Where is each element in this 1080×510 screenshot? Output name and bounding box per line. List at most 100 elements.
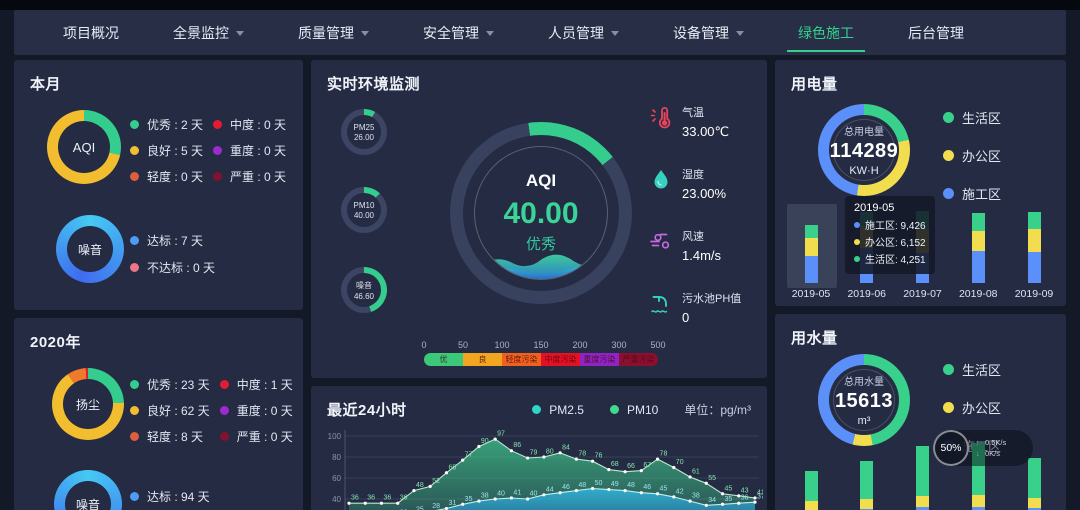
- bar-column-1[interactable]: [791, 436, 831, 510]
- legend-item[interactable]: 轻度 : 0 天: [130, 168, 203, 185]
- legend-item[interactable]: 中度 : 1 天: [219, 376, 293, 393]
- donut-center-label: 噪音: [75, 497, 100, 510]
- legend-item[interactable]: 生活区: [943, 360, 1001, 379]
- legend-label: 办公区: 6,152: [865, 238, 926, 249]
- scale-segment: 轻度污染: [502, 353, 541, 366]
- svg-text:68: 68: [611, 461, 619, 468]
- legend-item[interactable]: 轻度 : 8 天: [130, 428, 210, 445]
- stacked-bar[interactable]: [804, 225, 818, 283]
- stacked-bar[interactable]: [804, 471, 818, 510]
- stacked-bar[interactable]: [916, 446, 929, 510]
- svg-text:28: 28: [432, 503, 440, 510]
- metric-label: 气温: [682, 107, 704, 119]
- legend-item[interactable]: 办公区: [943, 398, 1001, 417]
- legend-item[interactable]: 不达标 : 0 天: [130, 259, 215, 276]
- legend-label: 轻度 : 8 天: [147, 430, 204, 444]
- nav-item-5[interactable]: 人员管理: [521, 10, 646, 55]
- legend-label: 优秀 : 23 天: [147, 378, 210, 392]
- legend-item[interactable]: 生活区: 4,251: [854, 251, 926, 266]
- legend-item[interactable]: 生活区: [943, 108, 1001, 127]
- legend-item[interactable]: 优秀 : 2 天: [130, 116, 203, 133]
- bar-column-1[interactable]: 2019-05: [791, 204, 831, 300]
- nav-item-6[interactable]: 设备管理: [646, 10, 771, 55]
- legend-dot-icon: [943, 188, 954, 199]
- nav-item-4[interactable]: 安全管理: [396, 10, 521, 55]
- electricity-donut-chart[interactable]: 总用电量 114289 KW·H: [818, 104, 910, 196]
- legend-label: 重度 : 0 天: [236, 404, 293, 418]
- metric-label: 湿度: [682, 169, 704, 181]
- stacked-bar[interactable]: [1027, 458, 1041, 510]
- bar-column-5[interactable]: [1014, 436, 1054, 510]
- bar-segment-办公区: [916, 496, 929, 507]
- nav-item-7[interactable]: 绿色施工: [771, 10, 881, 55]
- aqi-gauge-chart[interactable]: AQI 40.00 优秀: [450, 122, 632, 304]
- metric-2: 湿度 23.00%: [649, 166, 764, 201]
- metric-label: 污水池PH值: [682, 293, 742, 305]
- legend-dot-icon: [219, 380, 229, 389]
- legend-item[interactable]: 重度 : 0 天: [213, 142, 286, 159]
- mini-donut-PM25[interactable]: PM25 26.00: [341, 109, 387, 155]
- legend-item[interactable]: PM2.5: [532, 403, 584, 417]
- aqi-month-donut-chart[interactable]: AQI: [47, 110, 121, 184]
- mini-donut-PM10[interactable]: PM10 40.00: [341, 187, 387, 233]
- noise-year-donut-chart[interactable]: 噪音: [54, 470, 122, 510]
- gauge-title: AQI: [525, 171, 557, 190]
- legend-item[interactable]: 中度 : 0 天: [213, 116, 286, 133]
- bar-segment-生活区: [1027, 458, 1041, 498]
- bar-column-4[interactable]: 2019-08: [958, 204, 998, 300]
- upload-icon: ↑: [976, 437, 980, 447]
- mini-donut-噪音[interactable]: 噪音 46.60: [341, 267, 387, 313]
- legend-item[interactable]: 良好 : 5 天: [130, 142, 203, 159]
- legend-dot-icon: [130, 432, 139, 441]
- scale-tick-label: 500: [650, 340, 666, 350]
- noise-month-donut-chart[interactable]: 噪音: [56, 215, 124, 283]
- stacked-bar[interactable]: [1027, 212, 1041, 283]
- legend-item[interactable]: 良好 : 62 天: [130, 402, 210, 419]
- legend-item[interactable]: 达标 : 94 天: [130, 488, 215, 505]
- scale-segment: 良: [463, 353, 502, 366]
- nav-item-3[interactable]: 质量管理: [271, 10, 396, 55]
- legend-item[interactable]: PM10: [609, 403, 658, 417]
- stacked-bar[interactable]: [971, 213, 985, 283]
- svg-text:90: 90: [481, 438, 489, 445]
- legend-item[interactable]: 达标 : 7 天: [130, 232, 215, 249]
- dust-year-donut-chart[interactable]: 扬尘: [52, 368, 124, 440]
- metric-3: 风速 1.4m/s: [649, 228, 764, 263]
- svg-text:34: 34: [708, 497, 716, 504]
- legend-label: 轻度 : 0 天: [147, 170, 204, 184]
- legend-label: 不达标 : 0 天: [147, 261, 216, 275]
- pm-area-chart[interactable]: 100 80 60 40 36 36 36 36 48 52 65 77 90 97 86 79 80 84 78 7…: [315, 422, 763, 510]
- svg-text:38: 38: [692, 493, 700, 500]
- legend-item[interactable]: 施工区: [943, 184, 1001, 203]
- legend-item[interactable]: 严重 : 0 天: [213, 168, 286, 185]
- bar-month-label: 2019-06: [847, 288, 887, 300]
- nav-item-label: 绿色施工: [798, 24, 854, 41]
- nav-item-2[interactable]: 全景监控: [146, 10, 271, 55]
- chevron-down-icon: [736, 31, 744, 36]
- bar-segment-施工区: [1027, 252, 1041, 283]
- bar-column-2[interactable]: [847, 436, 887, 510]
- legend-item[interactable]: 办公区: 6,152: [854, 234, 926, 249]
- stacked-bar[interactable]: [860, 461, 874, 510]
- metric-text: 风速 1.4m/s: [682, 228, 721, 263]
- aqi-gauge-inner: AQI 40.00 优秀: [474, 146, 608, 280]
- mini-donut-value: 46.60: [353, 291, 375, 301]
- nav-item-8[interactable]: 后台管理: [881, 10, 991, 55]
- water-donut-chart[interactable]: 总用水量 15613 m³: [818, 354, 910, 446]
- legend-label: 办公区: [962, 401, 1002, 416]
- legend-item[interactable]: 办公区: [943, 146, 1001, 165]
- legend-item[interactable]: 重度 : 0 天: [219, 402, 293, 419]
- bar-column-3[interactable]: [903, 436, 943, 510]
- legend-dot-icon: [213, 172, 223, 181]
- gauge-value: 40.00: [503, 197, 579, 230]
- legend-item[interactable]: 严重 : 0 天: [219, 428, 293, 445]
- metric-value: 0: [682, 310, 690, 325]
- panel-title: 实时环境监测: [327, 76, 421, 93]
- bar-column-5[interactable]: 2019-09: [1014, 204, 1054, 300]
- nav-item-1[interactable]: 项目概况: [36, 10, 146, 55]
- legend-item[interactable]: 优秀 : 23 天: [130, 376, 210, 393]
- legend-item[interactable]: 施工区: 9,426: [854, 217, 926, 232]
- floating-speed-widget[interactable]: 50% ↑ 0.5K/s ↓ 0K/s: [933, 430, 1033, 466]
- bar-segment-生活区: [916, 446, 929, 496]
- panel-year-2020: 2020年 扬尘 优秀 : 23 天良好 : 62 天轻度 : 8 天 中度 : …: [14, 318, 303, 510]
